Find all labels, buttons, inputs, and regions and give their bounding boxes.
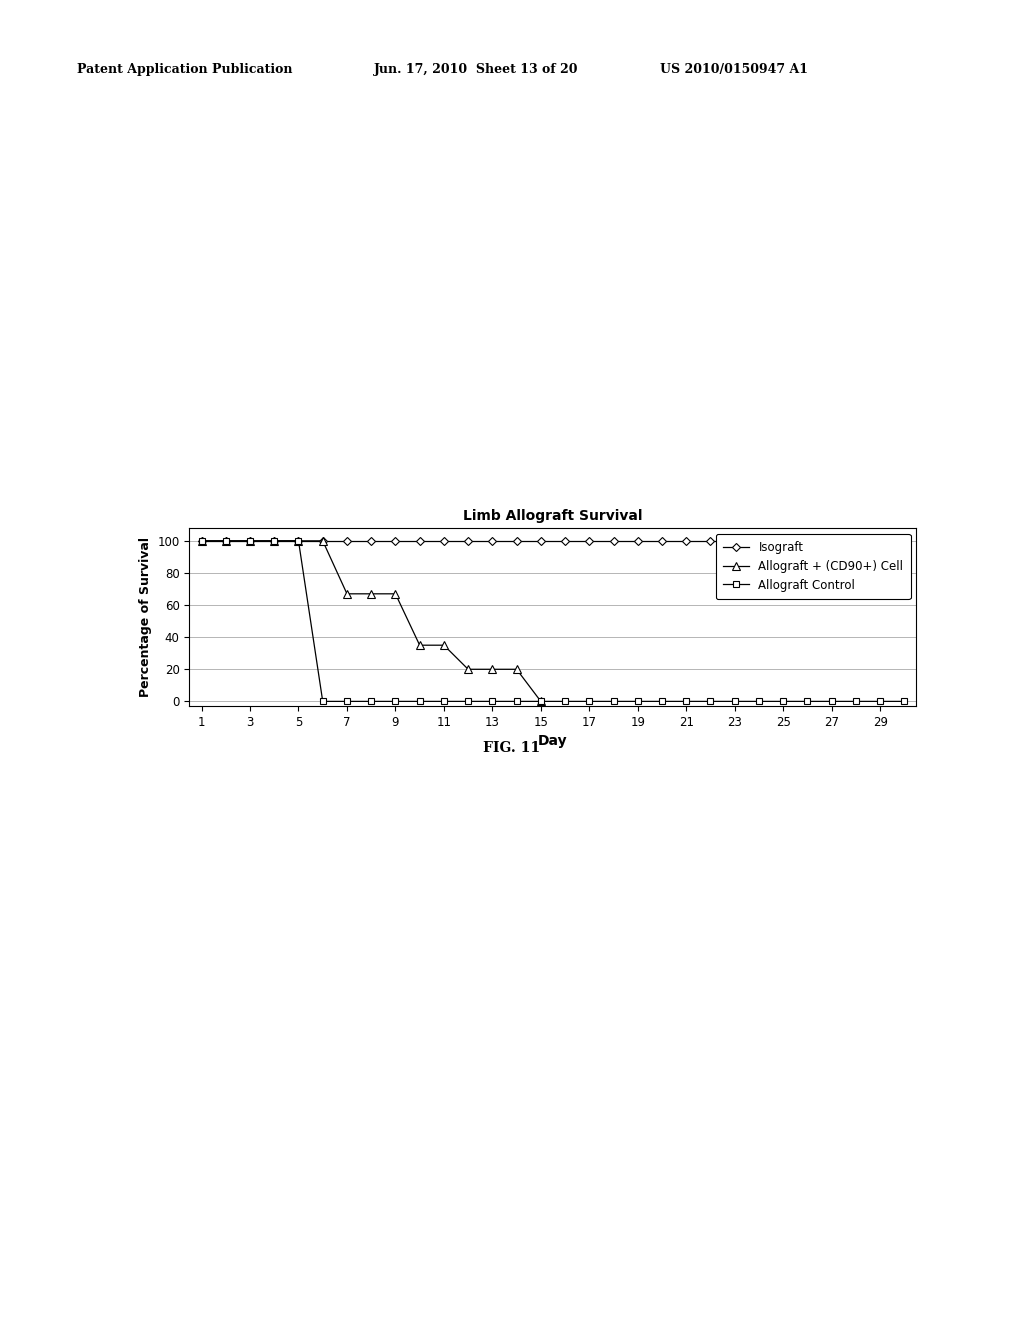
Isograft (584, 533, 596, 549)
Allograft Control (244, 533, 256, 549)
Isograft (293, 533, 305, 549)
X-axis label: Day: Day (539, 734, 567, 748)
Allograft + (CD90+) Cell (462, 661, 474, 677)
Isograft (268, 533, 281, 549)
Allograft Control (777, 693, 790, 709)
Allograft + (CD90+) Cell (268, 533, 281, 549)
Allograft Control (341, 693, 353, 709)
Allograft Control (462, 693, 474, 709)
Line: Allograft Control: Allograft Control (199, 537, 907, 705)
Text: FIG. 11: FIG. 11 (483, 742, 541, 755)
Isograft (462, 533, 474, 549)
Isograft (898, 533, 910, 549)
Isograft (632, 533, 644, 549)
Allograft Control (632, 693, 644, 709)
Allograft Control (584, 693, 596, 709)
Allograft Control (219, 533, 231, 549)
Isograft (874, 533, 887, 549)
Allograft Control (655, 693, 668, 709)
Allograft Control (559, 693, 571, 709)
Allograft + (CD90+) Cell (316, 533, 329, 549)
Isograft (607, 533, 620, 549)
Isograft (729, 533, 741, 549)
Allograft + (CD90+) Cell (365, 586, 377, 602)
Allograft Control (705, 693, 717, 709)
Line: Allograft + (CD90+) Cell: Allograft + (CD90+) Cell (198, 537, 545, 705)
Isograft (559, 533, 571, 549)
Allograft Control (850, 693, 862, 709)
Isograft (753, 533, 765, 549)
Allograft + (CD90+) Cell (293, 533, 305, 549)
Isograft (705, 533, 717, 549)
Isograft (365, 533, 377, 549)
Allograft + (CD90+) Cell (219, 533, 231, 549)
Allograft Control (801, 693, 813, 709)
Allograft Control (825, 693, 838, 709)
Allograft + (CD90+) Cell (486, 661, 499, 677)
Allograft Control (316, 693, 329, 709)
Allograft Control (389, 693, 401, 709)
Allograft Control (898, 693, 910, 709)
Text: US 2010/0150947 A1: US 2010/0150947 A1 (660, 63, 809, 77)
Allograft + (CD90+) Cell (510, 661, 522, 677)
Isograft (219, 533, 231, 549)
Allograft Control (365, 693, 377, 709)
Allograft Control (607, 693, 620, 709)
Allograft Control (535, 693, 547, 709)
Allograft Control (196, 533, 208, 549)
Y-axis label: Percentage of Survival: Percentage of Survival (139, 537, 152, 697)
Allograft + (CD90+) Cell (196, 533, 208, 549)
Isograft (196, 533, 208, 549)
Allograft Control (874, 693, 887, 709)
Isograft (341, 533, 353, 549)
Allograft Control (729, 693, 741, 709)
Line: Isograft: Isograft (199, 537, 907, 544)
Text: Jun. 17, 2010  Sheet 13 of 20: Jun. 17, 2010 Sheet 13 of 20 (374, 63, 579, 77)
Allograft Control (486, 693, 499, 709)
Isograft (680, 533, 692, 549)
Allograft + (CD90+) Cell (341, 586, 353, 602)
Allograft Control (753, 693, 765, 709)
Isograft (389, 533, 401, 549)
Allograft Control (680, 693, 692, 709)
Isograft (510, 533, 522, 549)
Allograft + (CD90+) Cell (414, 638, 426, 653)
Isograft (777, 533, 790, 549)
Isograft (535, 533, 547, 549)
Allograft + (CD90+) Cell (389, 586, 401, 602)
Allograft Control (510, 693, 522, 709)
Isograft (850, 533, 862, 549)
Allograft Control (438, 693, 451, 709)
Allograft + (CD90+) Cell (535, 693, 547, 709)
Isograft (414, 533, 426, 549)
Legend: Isograft, Allograft + (CD90+) Cell, Allograft Control: Isograft, Allograft + (CD90+) Cell, Allo… (716, 533, 910, 599)
Allograft Control (268, 533, 281, 549)
Isograft (655, 533, 668, 549)
Isograft (486, 533, 499, 549)
Allograft + (CD90+) Cell (244, 533, 256, 549)
Isograft (438, 533, 451, 549)
Allograft + (CD90+) Cell (438, 638, 451, 653)
Allograft Control (414, 693, 426, 709)
Isograft (801, 533, 813, 549)
Allograft Control (293, 533, 305, 549)
Title: Limb Allograft Survival: Limb Allograft Survival (463, 508, 643, 523)
Isograft (825, 533, 838, 549)
Isograft (244, 533, 256, 549)
Text: Patent Application Publication: Patent Application Publication (77, 63, 292, 77)
Isograft (316, 533, 329, 549)
